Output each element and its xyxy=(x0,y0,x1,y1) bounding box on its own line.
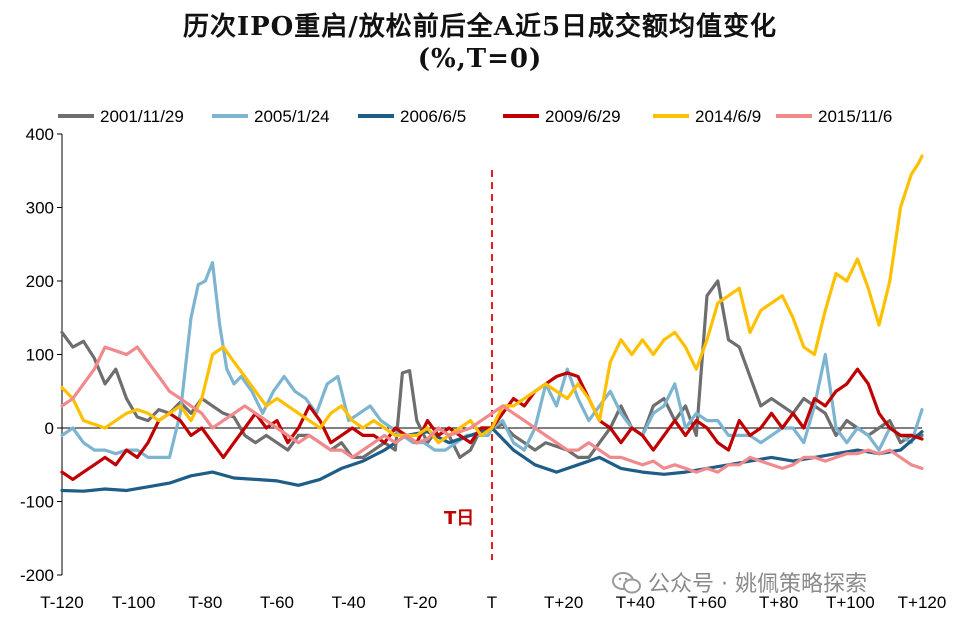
y-tick-label: -200 xyxy=(20,566,54,585)
x-tick-label: T+100 xyxy=(826,593,875,612)
y-tick-label: 400 xyxy=(26,125,54,144)
x-tick-label: T-20 xyxy=(403,593,437,612)
x-tick-label: T+120 xyxy=(898,593,947,612)
chart-title-line1: 历次IPO重启/放松前后全A近5日成交额均值变化 xyxy=(182,12,778,42)
series-line-2014/6/9 xyxy=(60,154,924,445)
y-tick-label: 200 xyxy=(26,272,54,291)
x-tick-label: T-60 xyxy=(260,593,294,612)
legend-label: 2009/6/29 xyxy=(545,107,621,126)
y-tick-label: -100 xyxy=(20,493,54,512)
watermark: 公众号 · 姚佩策略探索 xyxy=(612,566,867,598)
x-tick-label: T-80 xyxy=(188,593,222,612)
x-tick-label: T+20 xyxy=(544,593,583,612)
legend-label: 2015/11/6 xyxy=(818,107,892,126)
x-tick-label: T+40 xyxy=(616,593,655,612)
legend-label: 2005/1/24 xyxy=(254,107,330,126)
watermark-text: 公众号 · 姚佩策略探索 xyxy=(648,572,867,597)
legend-label: 2014/6/9 xyxy=(695,107,761,126)
legend-label: 2001/11/29 xyxy=(100,107,184,126)
x-tick-label: T-100 xyxy=(112,593,155,612)
y-tick-label: 100 xyxy=(26,346,54,365)
x-tick-label: T+80 xyxy=(759,593,798,612)
legend-label: 2006/6/5 xyxy=(400,107,466,126)
t-day-label: T日 xyxy=(444,508,474,529)
y-tick-label: 0 xyxy=(45,419,54,438)
series-line-2015/11/6 xyxy=(60,345,924,474)
x-tick-label: T-40 xyxy=(332,593,366,612)
y-tick-label: 300 xyxy=(26,199,54,218)
x-tick-label: T+60 xyxy=(687,593,726,612)
x-tick-label: T-120 xyxy=(40,593,83,612)
x-tick-label: T xyxy=(487,593,497,612)
chart-title-line2: (%,T=0) xyxy=(417,44,543,74)
wechat-icon xyxy=(612,572,641,594)
